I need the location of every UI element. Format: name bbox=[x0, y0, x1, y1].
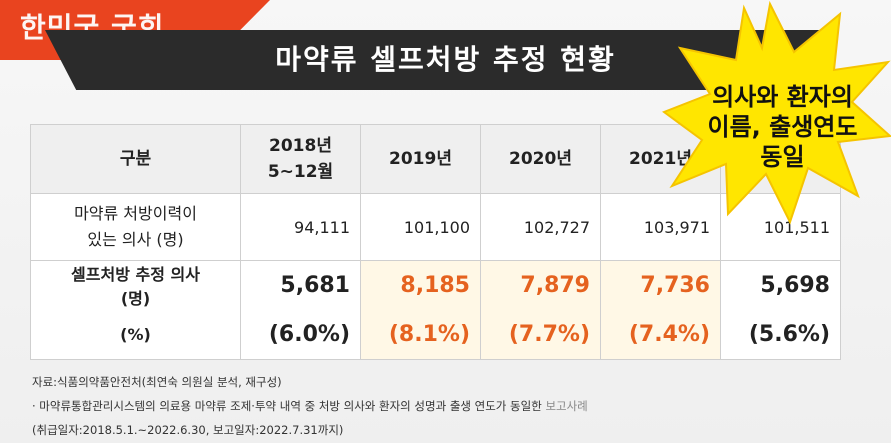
row-label-line: (명) bbox=[120, 289, 151, 308]
table-cell: 103,971 bbox=[600, 193, 721, 261]
table-cell: 102,727 bbox=[480, 193, 601, 261]
table-cell-highlight: (7.4%) bbox=[600, 309, 721, 360]
method-note-text: · 마약류통합관리시스템의 의료용 마약류 조제·투약 내역 중 처방 의사와 … bbox=[32, 399, 546, 413]
method-note: · 마약류통합관리시스템의 의료용 마약류 조제·투약 내역 중 처방 의사와 … bbox=[32, 394, 872, 418]
table-cell: 94,111 bbox=[240, 193, 361, 261]
row-label-prescribing-doctors: 마약류 처방이력이 있는 의사 (명) bbox=[30, 193, 241, 261]
row-label-self-prescribing: 셀프처방 추정 의사 (명) bbox=[30, 260, 241, 309]
starburst-shape bbox=[662, 0, 891, 225]
table-row: (%) (6.0%) (8.1%) (7.7%) (7.4%) (5.6%) bbox=[30, 309, 841, 360]
row-label-percent: (%) bbox=[30, 309, 241, 360]
table-cell-highlight: 7,879 bbox=[480, 260, 601, 309]
callout-text: 의사와 환자의 이름, 출생연도 동일 bbox=[690, 82, 875, 172]
callout-line: 이름, 출생연도 bbox=[707, 113, 858, 141]
table-header-row: 구분 2018년 5~12월 2019년 2020년 2021년 bbox=[30, 124, 841, 194]
period-note: (취급일자:2018.5.1.~2022.6.30, 보고일자:2022.7.3… bbox=[32, 423, 344, 437]
footnotes: 자료:식품의약품안전처(최연숙 의원실 분석, 재구성) · 마약류통합관리시스… bbox=[32, 370, 872, 442]
method-note-faded: 보고사례 bbox=[545, 399, 588, 413]
table-row: 셀프처방 추정 의사 (명) 5,681 8,185 7,879 7,736 5… bbox=[30, 260, 841, 309]
table-cell: (6.0%) bbox=[240, 309, 361, 360]
source-note: 자료:식품의약품안전처(최연숙 의원실 분석, 재구성) bbox=[32, 375, 282, 389]
table-cell: 5,698 bbox=[720, 260, 841, 309]
table-cell-highlight: 8,185 bbox=[360, 260, 481, 309]
row-label-line: 셀프처방 추정 의사 bbox=[71, 265, 200, 284]
page-title: 마약류 셀프처방 추정 현황 bbox=[275, 43, 616, 76]
table-cell-highlight: 7,736 bbox=[600, 260, 721, 309]
table-cell-highlight: (8.1%) bbox=[360, 309, 481, 360]
header-category: 구분 bbox=[30, 124, 241, 194]
header-2020: 2020년 bbox=[480, 124, 601, 194]
table-cell: (5.6%) bbox=[720, 309, 841, 360]
callout-line: 동일 bbox=[760, 143, 805, 171]
header-2018: 2018년 5~12월 bbox=[240, 124, 361, 194]
table-cell: 5,681 bbox=[240, 260, 361, 309]
starburst-callout bbox=[662, 0, 891, 225]
row-label-line: 마약류 처방이력이 bbox=[74, 204, 197, 223]
header-2018-months: 5~12월 bbox=[267, 162, 334, 182]
header-2018-year: 2018년 bbox=[269, 136, 332, 156]
row-label-line: 있는 의사 (명) bbox=[87, 230, 184, 249]
table-cell: 101,100 bbox=[360, 193, 481, 261]
table-cell-highlight: (7.7%) bbox=[480, 309, 601, 360]
header-2019: 2019년 bbox=[360, 124, 481, 194]
callout-line: 의사와 환자의 bbox=[712, 83, 853, 111]
